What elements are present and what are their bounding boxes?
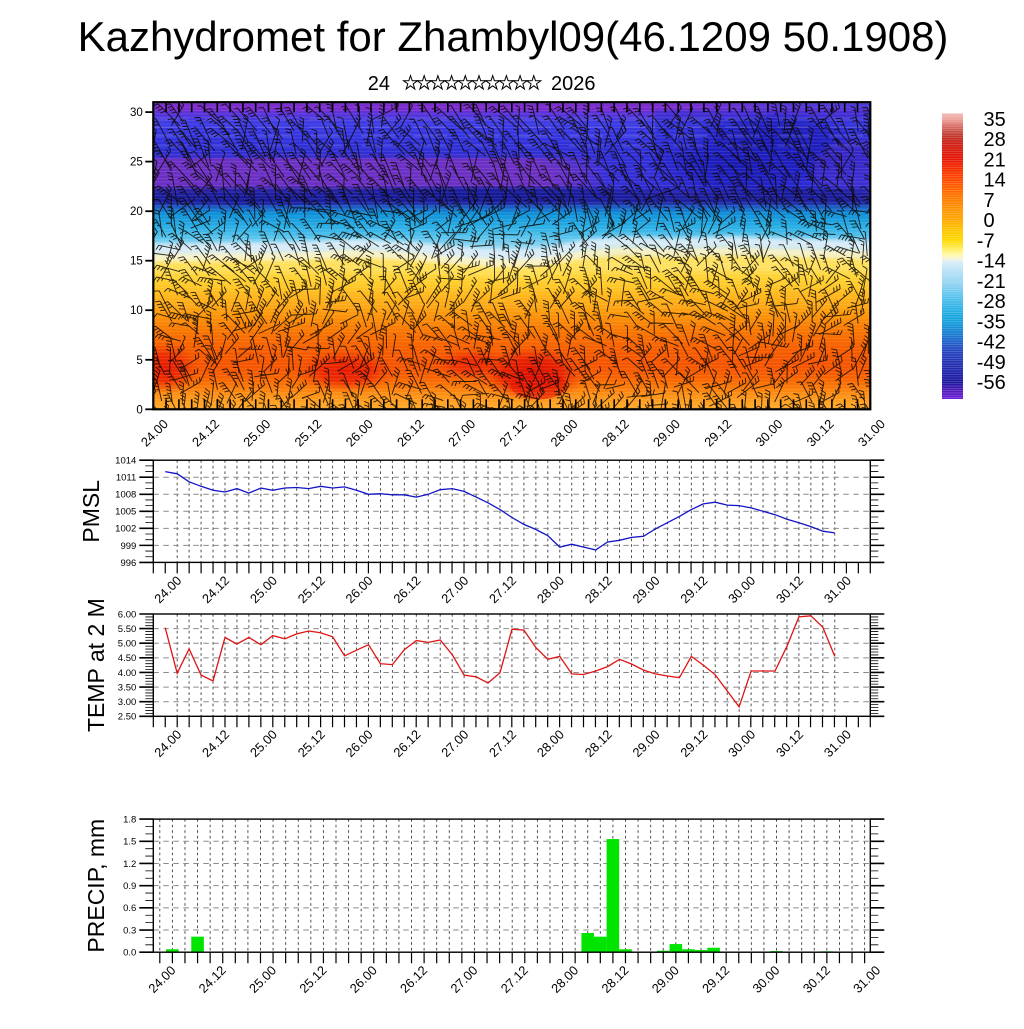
svg-text:-28: -28 (977, 291, 1006, 313)
svg-text:3.50: 3.50 (118, 682, 137, 693)
svg-text:0: 0 (984, 210, 995, 232)
svg-text:4.00: 4.00 (118, 668, 137, 679)
svg-text:1002: 1002 (115, 524, 136, 535)
svg-text:0.3: 0.3 (123, 925, 136, 936)
svg-text:1.2: 1.2 (123, 859, 136, 870)
svg-text:35: 35 (984, 109, 1006, 131)
svg-text:5: 5 (136, 355, 142, 367)
svg-text:Kazhydromet for Zhambyl09(46.1: Kazhydromet for Zhambyl09(46.1209 50.190… (78, 13, 949, 60)
svg-text:-21: -21 (977, 271, 1006, 293)
svg-text:14: 14 (984, 170, 1006, 192)
svg-text:-35: -35 (977, 311, 1006, 333)
svg-text:4.50: 4.50 (118, 653, 137, 664)
svg-text:1.8: 1.8 (123, 815, 136, 826)
svg-text:2026: 2026 (551, 73, 596, 95)
svg-text:5.50: 5.50 (118, 624, 137, 635)
svg-text:6.00: 6.00 (118, 609, 137, 620)
svg-text:0.6: 0.6 (123, 903, 136, 914)
svg-text:3.00: 3.00 (118, 697, 137, 708)
svg-text:0: 0 (136, 404, 142, 416)
svg-text:PRECIP, mm: PRECIP, mm (83, 819, 109, 953)
svg-text:1011: 1011 (116, 473, 136, 484)
svg-text:-49: -49 (977, 352, 1006, 374)
svg-text:-56: -56 (977, 372, 1006, 394)
svg-text:999: 999 (120, 541, 136, 552)
svg-text:20: 20 (130, 206, 143, 218)
svg-text:25: 25 (130, 157, 143, 169)
svg-text:28: 28 (984, 129, 1006, 151)
svg-text:0.0: 0.0 (123, 948, 136, 959)
svg-text:15: 15 (130, 256, 143, 268)
svg-text:0.9: 0.9 (123, 881, 136, 892)
svg-text:1005: 1005 (115, 507, 136, 518)
svg-text:24: 24 (368, 73, 390, 95)
svg-text:TEMP at 2 M: TEMP at 2 M (83, 598, 109, 732)
svg-text:-42: -42 (977, 332, 1006, 354)
svg-text:2.50: 2.50 (118, 712, 137, 723)
svg-text:10: 10 (130, 305, 143, 317)
svg-text:1014: 1014 (115, 456, 136, 467)
svg-text:1008: 1008 (115, 490, 136, 501)
svg-text:21: 21 (984, 149, 1006, 171)
svg-text:1.5: 1.5 (123, 837, 136, 848)
svg-text:7: 7 (984, 190, 995, 212)
svg-text:30: 30 (130, 107, 143, 119)
svg-text:-7: -7 (977, 230, 995, 252)
svg-text:5.00: 5.00 (118, 639, 137, 650)
svg-text:-14: -14 (977, 251, 1006, 273)
svg-text:996: 996 (120, 558, 136, 569)
svg-text:PMSL: PMSL (78, 480, 104, 543)
